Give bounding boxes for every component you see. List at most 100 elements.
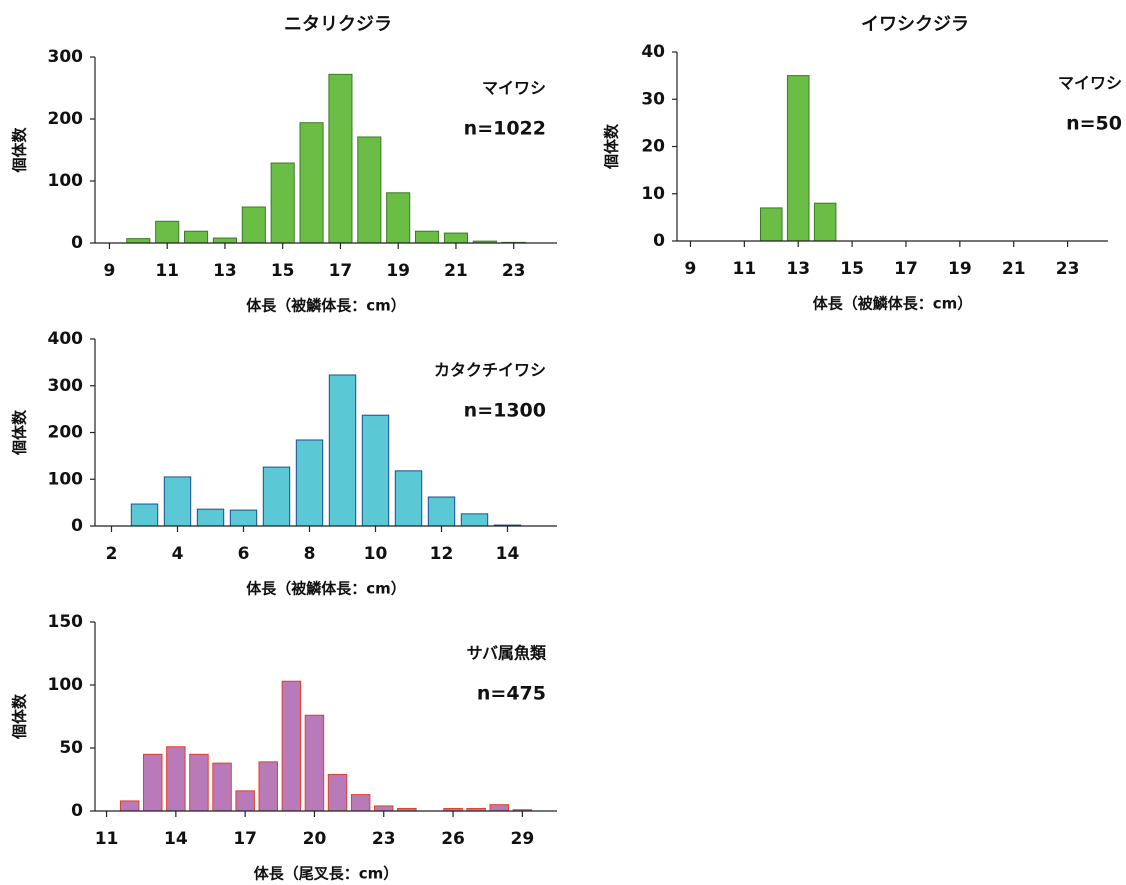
bar — [427, 496, 456, 527]
x-tick-label: 11 — [733, 259, 757, 279]
bar — [489, 804, 509, 812]
bar — [212, 237, 237, 244]
y-tick-label: 10 — [641, 184, 665, 204]
x-tick-label: 19 — [948, 259, 972, 279]
y-axis-label: 個体数 — [11, 693, 29, 740]
bar — [184, 230, 209, 244]
y-tick-label: 0 — [71, 516, 83, 536]
y-tick-label: 300 — [48, 376, 84, 396]
bar — [374, 805, 394, 812]
x-tick-label: 4 — [172, 544, 184, 564]
x-tick-label: 23 — [372, 829, 396, 849]
annotation: n=1300 — [464, 400, 546, 422]
x-tick-label: 9 — [685, 259, 697, 279]
bar — [361, 414, 390, 527]
x-tick-label: 9 — [104, 261, 116, 281]
x-tick-label: 21 — [444, 261, 468, 281]
bar — [155, 220, 180, 244]
x-tick-label: 15 — [271, 261, 295, 281]
bar — [357, 136, 382, 244]
y-axis-label: 個体数 — [603, 123, 621, 170]
bar — [415, 230, 440, 244]
x-tick-label: 8 — [304, 544, 316, 564]
y-axis-label: 個体数 — [11, 127, 29, 174]
bar — [328, 73, 353, 244]
bar — [189, 753, 209, 812]
x-tick-label: 29 — [511, 829, 535, 849]
bar — [196, 508, 225, 527]
bar — [328, 374, 357, 527]
y-tick-label: 0 — [653, 231, 665, 251]
bar — [143, 753, 163, 812]
bar — [258, 761, 278, 812]
y-tick-label: 30 — [641, 89, 665, 109]
chart-title: ニタリクジラ — [284, 14, 392, 35]
bar — [327, 773, 348, 812]
bar — [235, 790, 255, 812]
bar — [262, 466, 291, 527]
bar — [212, 762, 232, 812]
bar — [786, 75, 810, 242]
y-tick-label: 40 — [641, 42, 665, 62]
bar — [119, 800, 140, 812]
y-tick-label: 100 — [48, 171, 84, 191]
bar — [299, 122, 324, 244]
bar — [394, 470, 423, 527]
bar — [229, 509, 258, 527]
x-tick-label: 11 — [155, 261, 179, 281]
annotation: n=50 — [1066, 113, 1122, 135]
x-tick-label: 23 — [502, 261, 526, 281]
annotation: カタクチイワシ — [434, 361, 546, 380]
y-tick-label: 0 — [71, 233, 83, 253]
bar — [350, 794, 371, 812]
y-tick-label: 0 — [71, 801, 83, 821]
bar — [166, 746, 186, 812]
x-tick-label: 13 — [786, 259, 810, 279]
bar — [130, 503, 159, 527]
x-tick-label: 17 — [894, 259, 918, 279]
x-axis-label: 体長（被鱗体長：cm） — [246, 580, 406, 598]
bar — [281, 680, 302, 812]
y-tick-label: 200 — [48, 423, 84, 443]
y-tick-label: 50 — [59, 738, 83, 758]
x-tick-label: 12 — [430, 544, 454, 564]
bar — [460, 513, 489, 527]
x-tick-label: 13 — [213, 261, 237, 281]
y-tick-label: 150 — [48, 612, 84, 632]
x-tick-label: 6 — [238, 544, 250, 564]
y-axis-label: 個体数 — [11, 409, 29, 456]
x-tick-label: 17 — [329, 261, 353, 281]
x-tick-label: 23 — [1056, 259, 1080, 279]
annotation: n=1022 — [464, 118, 546, 140]
x-tick-label: 2 — [106, 544, 118, 564]
y-tick-label: 200 — [48, 109, 84, 129]
x-axis-label: 体長（被鱗体長：cm） — [813, 295, 973, 313]
y-tick-label: 20 — [641, 137, 665, 157]
y-tick-label: 100 — [48, 469, 84, 489]
annotation: n=475 — [477, 683, 546, 705]
x-tick-label: 19 — [386, 261, 410, 281]
x-tick-label: 17 — [233, 829, 257, 849]
bar — [270, 162, 295, 244]
y-tick-label: 300 — [48, 47, 84, 67]
y-tick-label: 400 — [48, 329, 84, 349]
bar — [241, 206, 266, 244]
chart-title: イワシクジラ — [861, 14, 969, 35]
bar — [443, 232, 468, 244]
y-tick-label: 100 — [48, 675, 84, 695]
x-tick-label: 20 — [303, 829, 327, 849]
bar — [163, 476, 192, 527]
x-tick-label: 11 — [95, 829, 119, 849]
bar — [813, 202, 837, 242]
annotation: マイワシ — [482, 79, 546, 98]
x-tick-label: 10 — [364, 544, 388, 564]
x-axis-label: 体長（被鱗体長：cm） — [246, 297, 406, 315]
annotation: サバ属魚類 — [467, 644, 547, 663]
bar — [126, 238, 151, 244]
bar — [386, 192, 411, 244]
x-tick-label: 21 — [1002, 259, 1026, 279]
bar — [760, 207, 783, 242]
x-tick-label: 14 — [496, 544, 520, 564]
x-tick-label: 26 — [441, 829, 465, 849]
